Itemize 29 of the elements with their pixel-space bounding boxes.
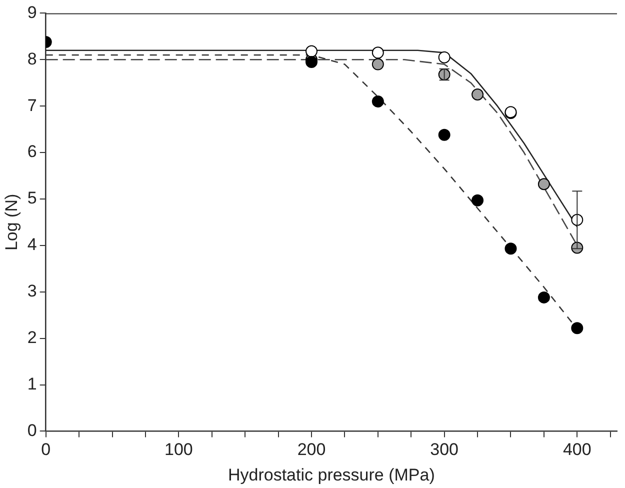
point <box>438 128 450 141</box>
point <box>372 46 384 59</box>
point <box>571 322 584 334</box>
x-axis-title: Hydrostatic pressure (MPa) <box>228 465 435 484</box>
point <box>472 88 484 100</box>
y-tick-label: 4 <box>27 235 37 254</box>
x-tick-label: 100 <box>164 440 193 460</box>
point <box>472 194 484 206</box>
point <box>372 95 384 108</box>
y-tick-label: 2 <box>27 328 37 347</box>
point <box>538 178 550 190</box>
x-tick-label: 400 <box>562 440 592 460</box>
point <box>438 51 450 64</box>
y-tick-label: 0 <box>27 420 37 440</box>
y-tick-label: 1 <box>27 374 37 394</box>
x-tick-label: 0 <box>41 440 51 460</box>
point <box>306 45 318 58</box>
point <box>372 58 384 70</box>
y-axis-title: Log (N) <box>2 194 21 251</box>
y-tick-label: 5 <box>27 188 37 208</box>
point <box>538 291 550 304</box>
y-tick-label: 6 <box>27 142 37 162</box>
y-tick-label: 3 <box>27 282 37 301</box>
y-tick-label: 9 <box>27 2 37 22</box>
y-tick-label: 7 <box>27 96 37 115</box>
x-tick-label: 300 <box>430 440 459 460</box>
x-tick-label: 200 <box>297 440 326 460</box>
y-tick-label: 8 <box>27 49 37 68</box>
point <box>504 242 517 255</box>
